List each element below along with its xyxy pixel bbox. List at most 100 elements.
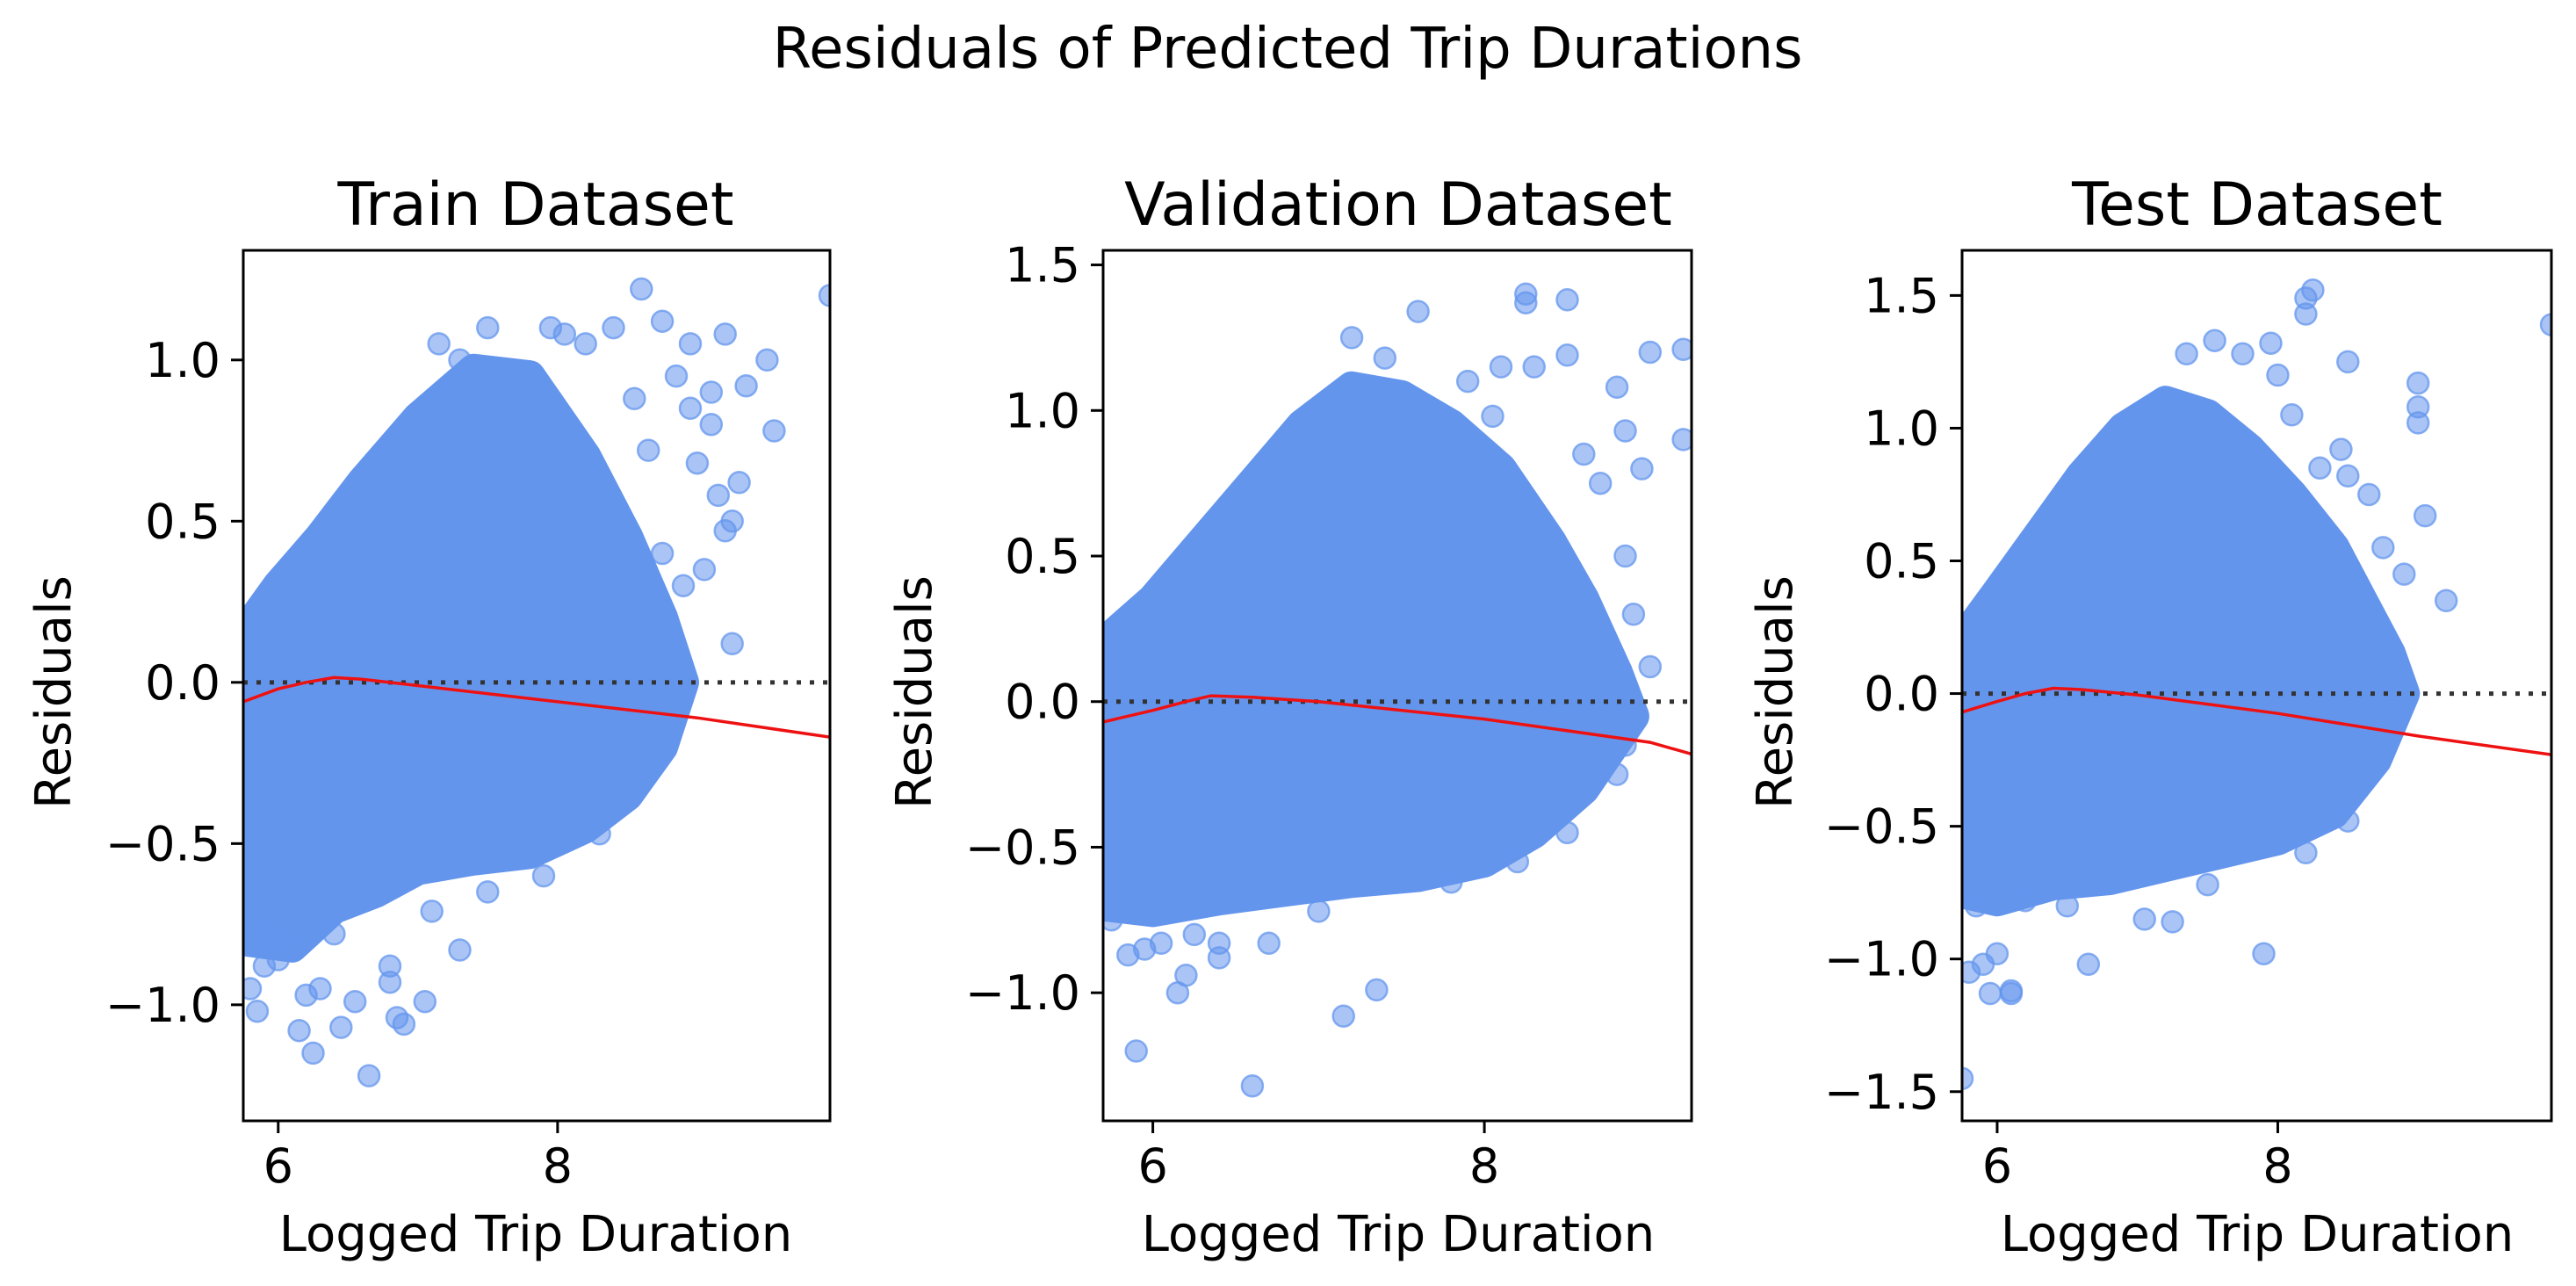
residual-point [245,999,270,1023]
residual-point [1522,355,1546,379]
residual-point [2196,872,2219,897]
residual-point [329,1015,353,1039]
residual-point [1373,346,1397,370]
residual-point [1621,603,1646,626]
y-tick-label: 1.5 [1864,268,1939,323]
residual-point [2203,329,2226,352]
residual-point [1613,544,1637,568]
residual-point [2266,363,2290,387]
residual-point [476,315,500,340]
y-tick-label: −0.5 [1824,799,1939,855]
residual-point [1257,931,1281,956]
residual-point [678,396,703,421]
panel-title: Validation Dataset [1124,170,1672,240]
x-axis-label: Logged Trip Duration [1142,1206,1656,1263]
residual-point [2301,278,2325,302]
plot-frame [1101,249,1693,1123]
residual-point [2055,894,2080,918]
test-panel: Test Dataset Logged Trip Duration Residu… [1747,170,2553,1263]
residual-point [1149,931,1173,956]
y-tick-label: 0.5 [1005,529,1080,584]
y-axis-label: Residuals [25,575,83,809]
residual-point [1489,355,1513,379]
y-tick-label: 0.0 [1005,675,1080,730]
residual-point [650,541,675,566]
residual-point [243,977,263,1001]
residual-point [2231,342,2255,366]
residual-point-cloud [243,353,699,963]
residual-point [2132,907,2156,931]
residual-point [1630,457,1654,480]
residual-point [1514,291,1538,314]
residual-point [420,899,444,923]
residual-point [552,322,577,346]
y-tick-label: −1.5 [1824,1065,1939,1120]
plot-frame [242,249,832,1123]
residual-point [2434,589,2458,613]
residual-point [602,315,625,340]
residual-point [1440,870,1463,894]
residual-point [448,938,472,962]
plot-area [1962,278,2551,1090]
plot-area [1103,282,1692,1098]
residual-point [2406,411,2430,435]
y-axis-label: Residuals [1747,575,1804,809]
residual-point [322,921,346,946]
residual-point [2252,942,2276,965]
residual-point [636,438,660,462]
y-tick-label: −0.5 [965,820,1080,875]
residual-point [2259,331,2283,355]
residual-point [2280,403,2304,427]
x-tick-label: 8 [1469,1138,1499,1194]
residual-point [2336,350,2360,374]
residual-point [1638,654,1663,679]
residual-point [699,412,724,437]
y-tick-label: −1.0 [1824,932,1939,987]
residual-point [1103,908,1123,932]
plot-area [243,277,830,1087]
residual-point [1962,1066,1974,1090]
residual-point [1671,337,1692,361]
train-panel: Train Dataset Logged Trip Duration Resid… [25,170,832,1263]
x-tick-label: 8 [2262,1138,2292,1194]
residual-point [1455,369,1480,394]
y-tick-label: 1.5 [1005,238,1080,293]
x-tick-label: 6 [263,1138,293,1194]
y-tick-label: 1.0 [145,333,220,388]
y-tick-label: −1.0 [105,978,220,1033]
residual-point [692,558,717,582]
residual-point [2413,503,2437,528]
residual-point [531,863,556,888]
trend-line [1962,686,2551,756]
plot-frame [1960,249,2553,1123]
residual-point [1999,981,2024,1006]
residual-point [1124,1039,1148,1063]
residual-point [2329,437,2353,461]
residual-point [243,912,263,936]
trend-line [1103,694,1692,756]
residual-point [713,322,737,346]
residual-point [2539,313,2551,336]
residual-point [259,928,284,952]
x-axis-label: Logged Trip Duration [279,1206,793,1263]
residual-point [2161,910,2184,934]
residual-point [818,284,830,307]
residual-point [1638,340,1663,365]
y-tick-label: 0.0 [145,655,220,711]
residual-point [280,935,304,959]
residual-point [671,574,696,597]
residual-point [2392,562,2416,586]
figure-title: Residuals of Predicted Trip Durations [773,17,1803,82]
residual-point [2336,464,2360,488]
residual-point [1555,288,1579,312]
residual-point [1605,375,1629,400]
residual-point [1207,931,1231,956]
residual-point [734,373,758,398]
residual-point [378,970,402,994]
y-tick-label: 1.0 [1864,401,1939,456]
validation-panel: Validation Dataset Logged Trip Duration … [886,170,1693,1263]
residual-point [720,632,744,656]
residual-point [1182,922,1207,947]
residual-point [1671,428,1692,452]
residual-point [413,989,437,1014]
